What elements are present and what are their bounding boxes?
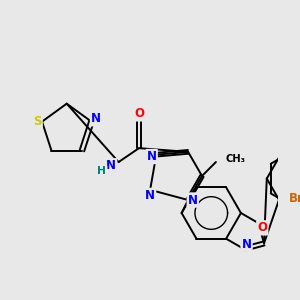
Text: N: N [91,112,101,125]
Text: O: O [257,221,267,234]
Text: N: N [106,159,116,172]
Text: N: N [145,189,155,202]
Text: Br: Br [289,193,300,206]
Text: CH₃: CH₃ [225,154,245,164]
Text: N: N [188,194,198,206]
Text: H: H [98,166,106,176]
Text: O: O [134,107,144,120]
Text: N: N [147,150,157,163]
Text: S: S [33,115,42,128]
Text: N: N [242,238,251,251]
